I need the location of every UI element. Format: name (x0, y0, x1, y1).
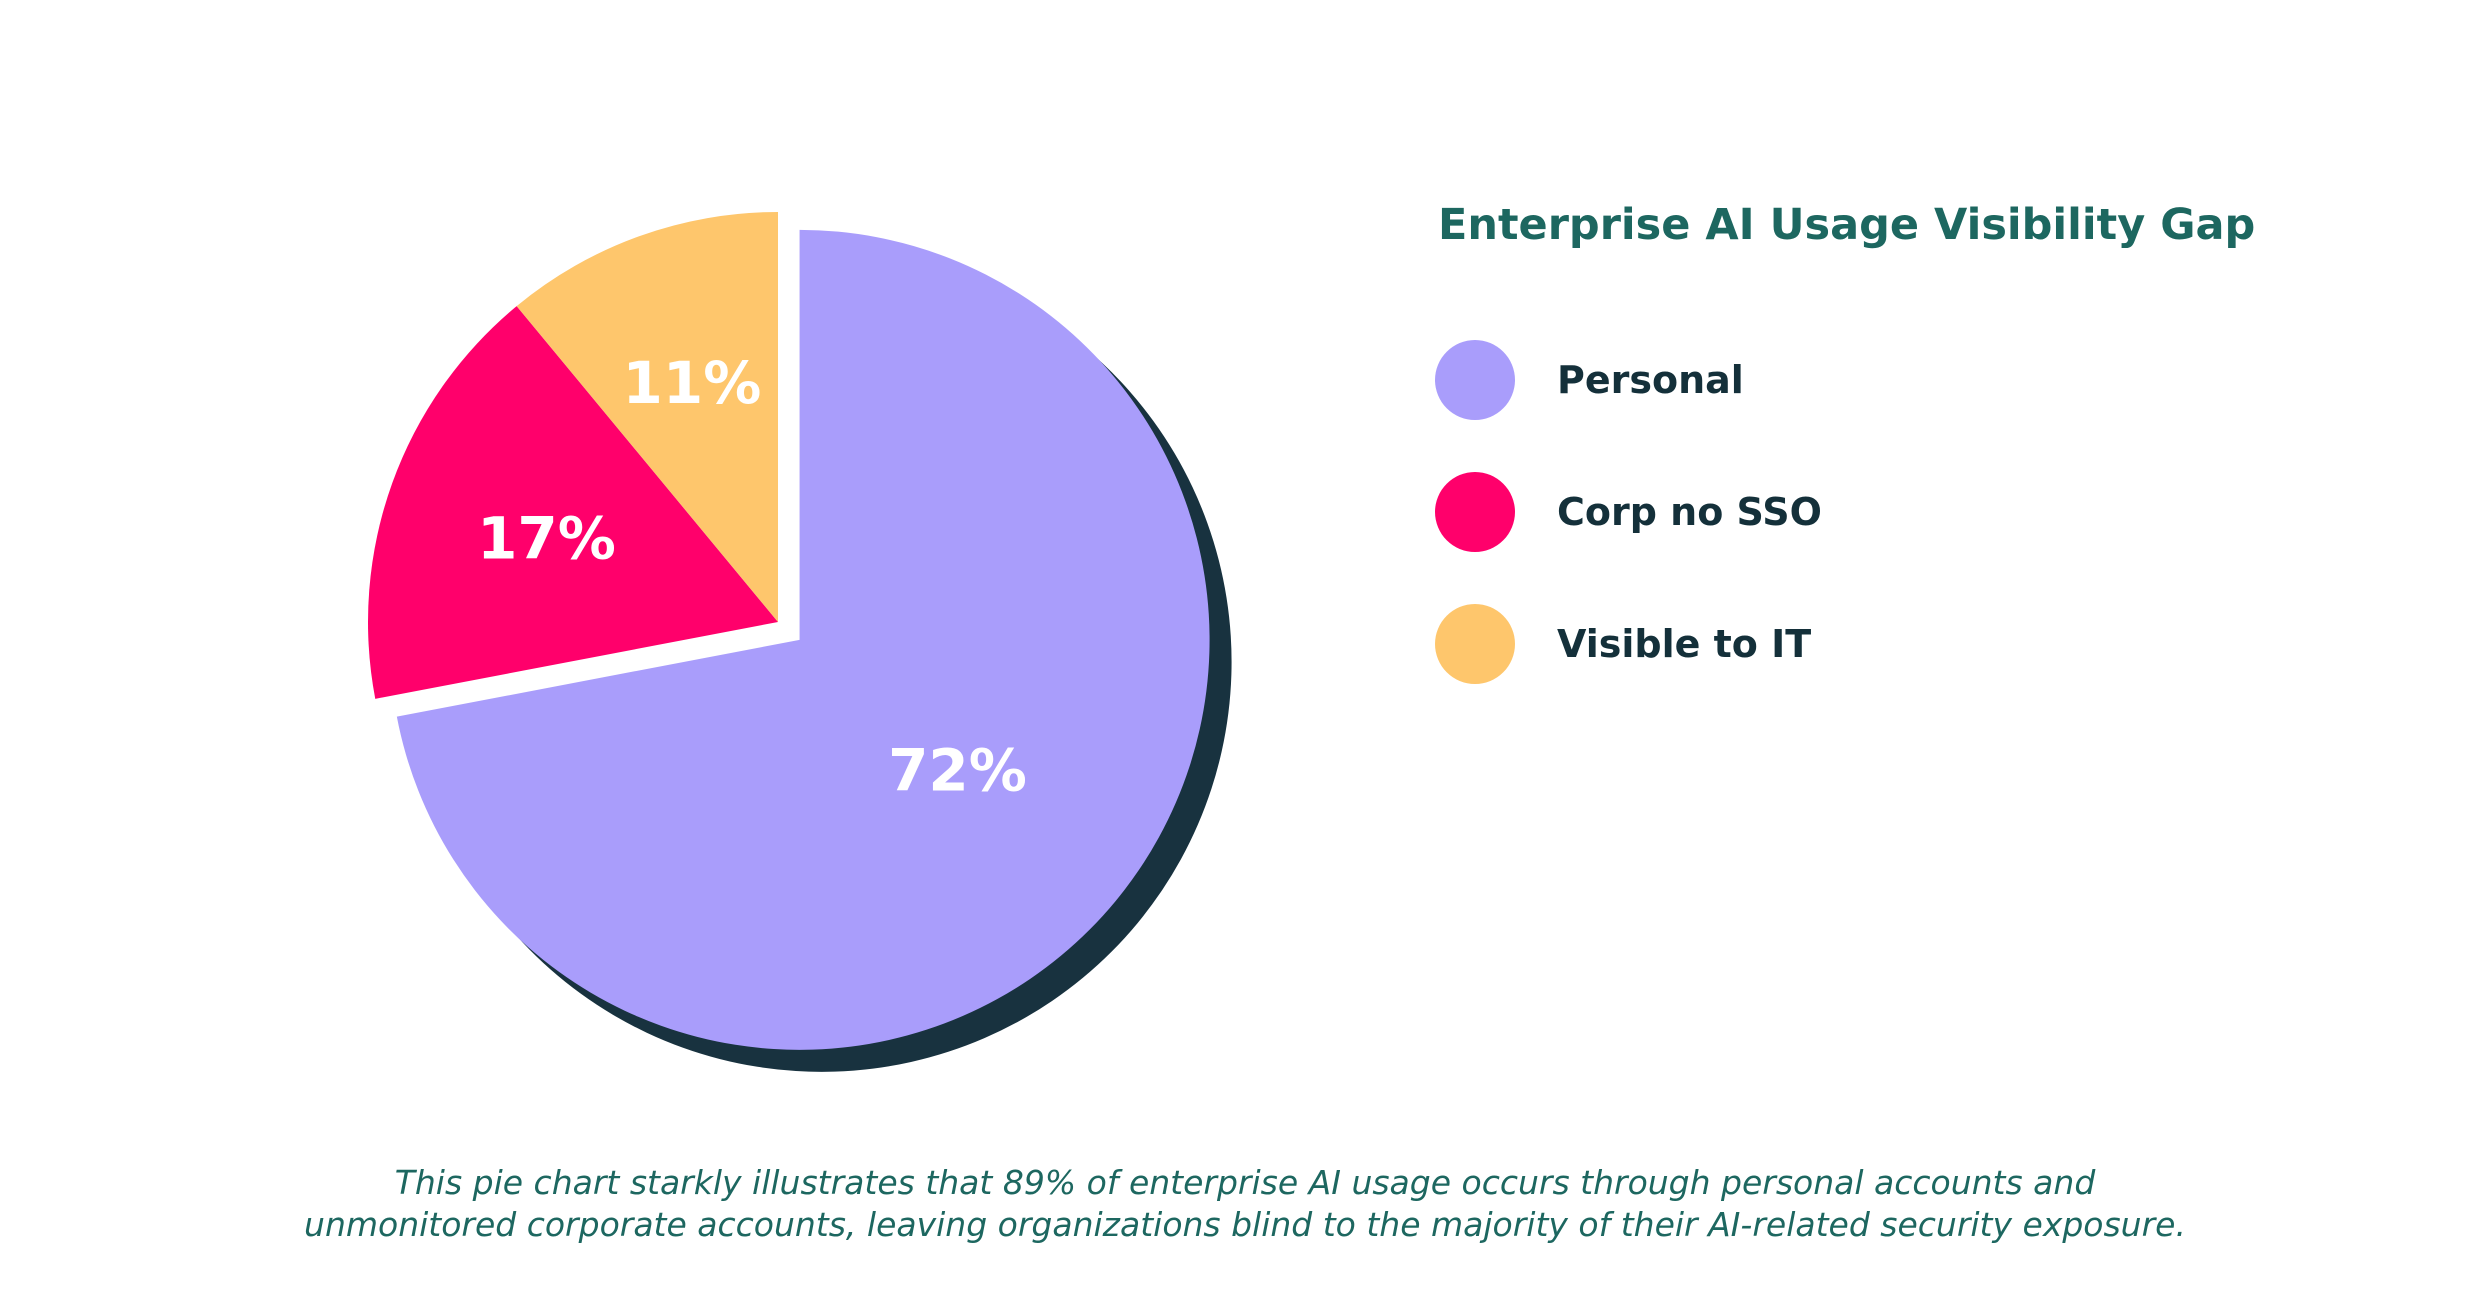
pie-label-personal: 72% (888, 737, 1027, 805)
pie-slice-corp-no-sso (367, 306, 778, 699)
legend-label-personal: Personal (1557, 358, 1744, 402)
legend-label-visible-to-it: Visible to IT (1557, 622, 1812, 666)
pie-label-corp-no-sso: 17% (477, 505, 616, 573)
legend-item-personal: Personal (1435, 340, 1822, 420)
caption-line-1: This pie chart starkly illustrates that … (394, 1163, 2096, 1202)
chart-title: Enterprise AI Usage Visibility Gap (1438, 200, 2256, 250)
chart-caption: This pie chart starkly illustrates that … (0, 1162, 2490, 1246)
pie-slices (367, 212, 1210, 1050)
legend-item-visible-to-it: Visible to IT (1435, 604, 1822, 684)
pie-labels: 72% 17% 11% (477, 349, 1027, 805)
legend-label-corp-no-sso: Corp no SSO (1557, 490, 1822, 534)
legend-item-corp-no-sso: Corp no SSO (1435, 472, 1822, 552)
caption-line-2: unmonitored corporate accounts, leaving … (304, 1205, 2186, 1244)
legend: Personal Corp no SSO Visible to IT (1435, 340, 1822, 736)
legend-swatch-visible-to-it (1435, 604, 1515, 684)
legend-swatch-corp-no-sso (1435, 472, 1515, 552)
pie-label-visible-to-it: 11% (622, 349, 761, 417)
pie-slice-personal (396, 229, 1210, 1050)
pie-slice-visible-to-it (516, 212, 778, 622)
legend-swatch-personal (1435, 340, 1515, 420)
